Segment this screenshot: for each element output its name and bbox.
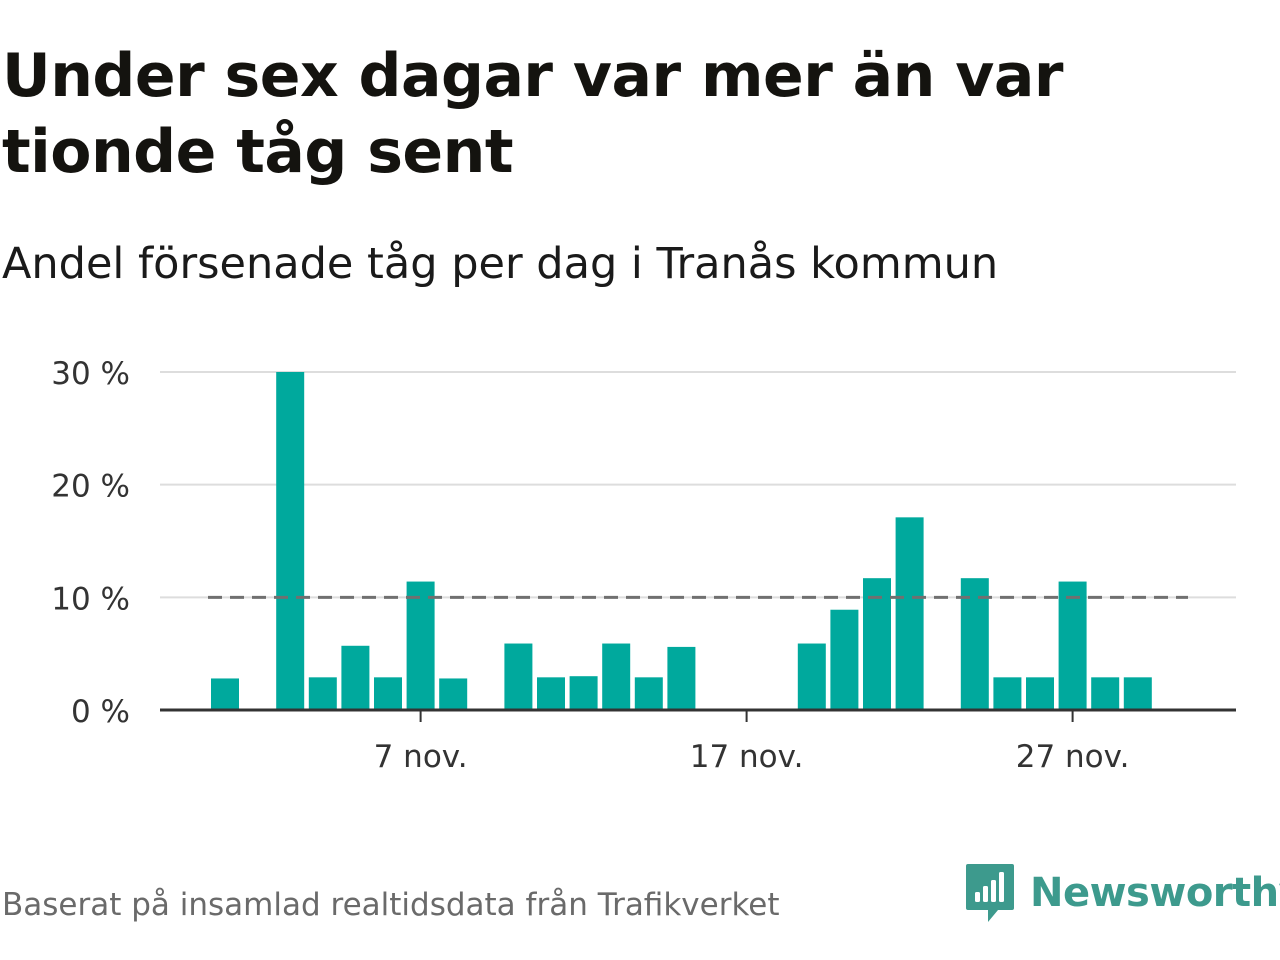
bar bbox=[211, 678, 239, 710]
bar bbox=[504, 643, 533, 710]
bar bbox=[1026, 677, 1054, 710]
newsworthy-logo[interactable]: Newsworthy bbox=[964, 862, 1280, 924]
x-tick-label: 17 nov. bbox=[690, 739, 804, 775]
bar bbox=[374, 677, 402, 710]
bar bbox=[537, 677, 565, 710]
bar bbox=[341, 645, 370, 710]
bar bbox=[602, 643, 631, 710]
bar bbox=[308, 677, 337, 710]
grid-lines bbox=[160, 371, 1236, 599]
bar bbox=[1091, 677, 1120, 710]
chart-subtitle: Andel försenade tåg per dag i Tranås kom… bbox=[2, 239, 999, 289]
chart-title: Under sex dagar var mer än var tionde tå… bbox=[2, 41, 1063, 187]
bar bbox=[634, 677, 663, 710]
bar-chart: 0 % 10 % 20 % 30 % 7 nov. 17 nov. 27 nov. bbox=[51, 356, 1236, 775]
x-axis-labels: 7 nov. 17 nov. 27 nov. bbox=[374, 710, 1130, 775]
bar bbox=[406, 581, 435, 710]
bar bbox=[439, 678, 468, 710]
bar bbox=[1123, 677, 1152, 710]
y-tick-label: 10 % bbox=[51, 581, 130, 617]
bar bbox=[797, 643, 826, 710]
x-tick-label: 27 nov. bbox=[1016, 739, 1130, 775]
source-note: Baserat på insamlad realtidsdata från Tr… bbox=[2, 887, 780, 923]
bar bbox=[830, 609, 859, 710]
bar bbox=[863, 578, 891, 710]
bar bbox=[993, 677, 1022, 710]
bars bbox=[211, 372, 1152, 710]
bar bbox=[1058, 581, 1087, 710]
y-tick-label: 30 % bbox=[51, 356, 130, 392]
x-tick-label: 7 nov. bbox=[374, 739, 468, 775]
newsworthy-logo-icon bbox=[966, 864, 1014, 922]
bar bbox=[667, 646, 696, 710]
y-tick-label: 20 % bbox=[51, 469, 130, 505]
bar bbox=[895, 517, 924, 710]
y-axis-labels: 0 % 10 % 20 % 30 % bbox=[51, 356, 130, 730]
bar bbox=[276, 372, 305, 710]
y-tick-label: 0 % bbox=[71, 694, 130, 730]
brand-name: Newsworthy bbox=[1030, 870, 1280, 916]
bar bbox=[569, 676, 598, 710]
bar bbox=[960, 578, 989, 710]
